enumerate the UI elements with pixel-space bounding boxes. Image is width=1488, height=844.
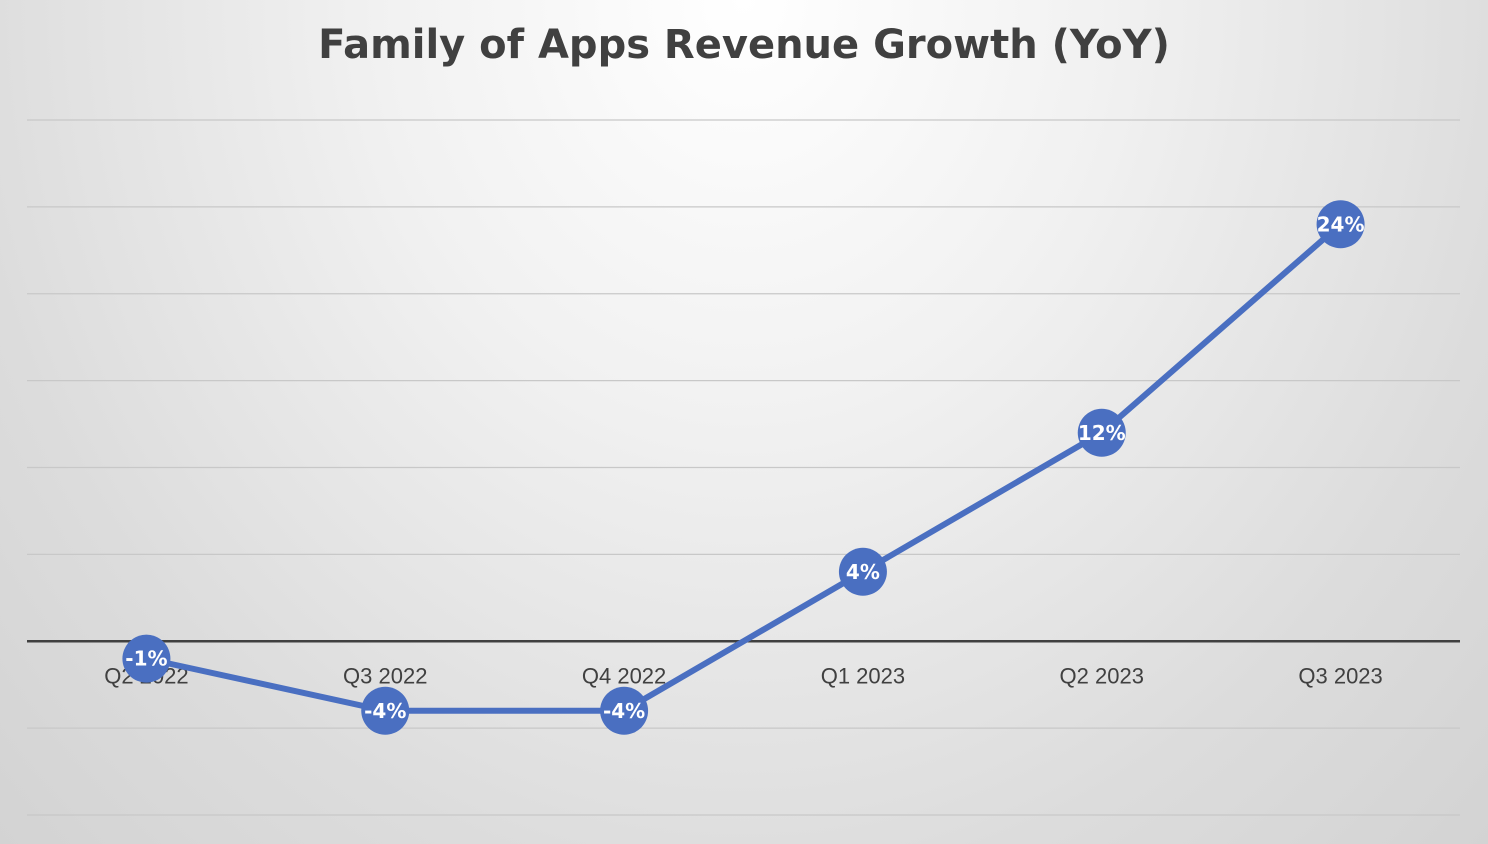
x-axis-ticks: Q2 2022 Q3 2022 Q4 2022 Q1 2023 Q2 2023 Q3 20… <box>104 663 1383 688</box>
chart-title: Family of Apps Revenue Growth (YoY) <box>318 22 1170 68</box>
data-point-marker <box>361 686 410 735</box>
series-line-group: -1% -4% -4% 4% 12% 24% <box>122 200 1365 735</box>
x-tick-label: Q2 2023 <box>1060 663 1144 688</box>
gridlines <box>27 119 1460 816</box>
data-point-marker <box>1077 408 1126 457</box>
x-tick-label: Q3 2023 <box>1298 663 1382 688</box>
data-point-marker <box>122 634 171 683</box>
x-tick-label: Q3 2022 <box>343 663 427 688</box>
data-label: 4% <box>846 560 880 584</box>
data-label: 12% <box>1078 421 1126 445</box>
data-label: -4% <box>603 699 645 723</box>
x-tick-label: Q1 2023 <box>821 663 905 688</box>
data-label: -4% <box>364 699 406 723</box>
data-label: -1% <box>125 647 167 671</box>
data-point-marker <box>600 686 649 735</box>
x-tick-label: Q4 2022 <box>582 663 666 688</box>
series-line <box>143 221 1344 714</box>
data-point-marker <box>838 547 887 596</box>
data-label: 24% <box>1317 212 1365 236</box>
data-point-marker <box>1316 200 1365 249</box>
